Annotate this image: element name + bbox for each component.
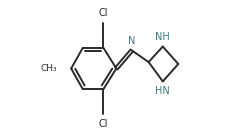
Text: HN: HN: [156, 86, 170, 96]
Text: Cl: Cl: [99, 8, 108, 18]
Text: Cl: Cl: [99, 119, 108, 129]
Text: CH₃: CH₃: [40, 64, 57, 73]
Text: N: N: [128, 36, 136, 46]
Text: NH: NH: [156, 32, 170, 42]
